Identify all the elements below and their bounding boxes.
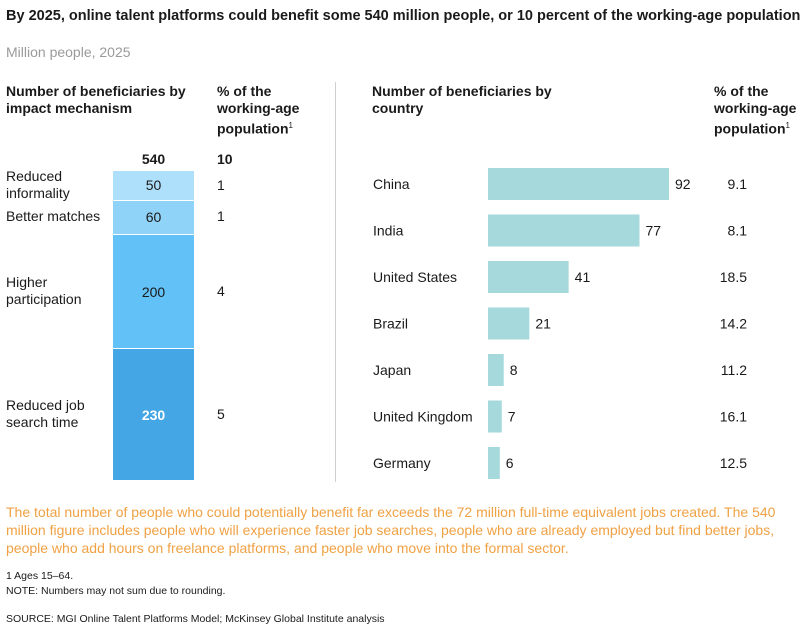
mechanism-pct: 1 <box>217 176 225 193</box>
right-header-pct: % of the working-age population1 <box>714 83 800 138</box>
mechanism-label-line1: Better matches <box>6 208 101 225</box>
mechanism-label-line1: Reduced job <box>6 397 85 414</box>
mechanism-label: Better matches <box>6 208 100 225</box>
left-header-beneficiaries: Number of beneficiaries by impact mechan… <box>6 83 186 116</box>
country-label: China <box>373 176 410 192</box>
country-label: United States <box>373 269 457 285</box>
country-bar-value: 21 <box>535 316 551 332</box>
left-footnote-marker: 1 <box>288 121 293 130</box>
country-bar-value: 6 <box>506 455 514 471</box>
mechanism-pct: 5 <box>217 405 225 422</box>
country-label: United Kingdom <box>373 409 473 425</box>
right-header-beneficiaries: Number of beneficiaries by country <box>372 83 552 116</box>
chart-title: By 2025, online talent platforms could b… <box>6 8 800 24</box>
mechanism-label: Reduced informality <box>6 168 70 202</box>
mechanism-label: Reduced job search time <box>6 397 85 431</box>
country-label: India <box>373 223 404 239</box>
mechanism-label: Higher participation <box>6 274 82 308</box>
mechanism-label-line1: Higher <box>6 274 48 291</box>
left-header-pct-line2: working-age <box>217 100 300 116</box>
country-bar-value: 41 <box>575 269 591 285</box>
stack-segment-value: 60 <box>145 209 162 226</box>
mechanism-pct: 4 <box>217 282 225 299</box>
country-pct: 12.5 <box>720 455 747 471</box>
country-bar-value: 7 <box>508 409 516 425</box>
country-label: Japan <box>373 362 411 378</box>
mechanism-label-line2: search time <box>6 414 79 431</box>
mechanism-pct: 1 <box>217 208 225 225</box>
mechanism-label-line2: informality <box>6 185 70 202</box>
source-line: SOURCE: MGI Online Talent Platforms Mode… <box>6 613 385 625</box>
mechanism-label-line1: Reduced <box>6 168 63 185</box>
country-pct: 14.2 <box>720 316 747 332</box>
mechanism-label-line2: participation <box>6 291 82 308</box>
country-bar-value: 8 <box>510 362 518 378</box>
stack-segment: 230 <box>113 348 194 480</box>
country-bar <box>488 214 640 247</box>
stack-total-value: 540 <box>141 151 166 167</box>
stack-segment: 200 <box>113 233 194 349</box>
country-bar <box>488 354 504 386</box>
country-bar <box>488 168 669 200</box>
stack-total-pct: 10 <box>217 151 233 167</box>
right-header-pct-line3: population <box>714 120 786 137</box>
stack-segment: 50 <box>113 171 194 200</box>
footnote-ages: 1 Ages 15–64. <box>6 570 74 582</box>
country-label: Germany <box>373 455 431 471</box>
right-header-pct-line2: working-age <box>714 100 797 116</box>
country-bar <box>488 261 569 293</box>
country-bar-value: 92 <box>675 176 691 192</box>
chart-subtitle: Million people, 2025 <box>6 44 131 60</box>
country-label: Brazil <box>373 316 408 332</box>
stack-segment: 60 <box>113 199 194 234</box>
panel-divider <box>335 82 336 482</box>
country-bar <box>488 447 500 479</box>
stack-segment-value: 230 <box>141 406 166 423</box>
left-header-pct-line1: % of the <box>217 83 272 99</box>
country-pct: 8.1 <box>728 223 748 239</box>
country-pct: 11.2 <box>721 362 747 378</box>
left-header-pct: % of the working-age population1 <box>217 83 327 138</box>
stack-segment-value: 50 <box>145 177 162 194</box>
footnote-rounding: NOTE: Numbers may not sum due to roundin… <box>6 585 226 597</box>
country-pct: 9.1 <box>728 176 748 192</box>
country-bar-value: 77 <box>645 223 661 239</box>
stacked-column: 50 60 200 230 <box>113 171 194 480</box>
right-header-pct-line1: % of the <box>714 83 769 99</box>
stack-segment-value: 200 <box>141 283 166 300</box>
country-bar <box>488 400 502 433</box>
right-footnote-marker: 1 <box>785 121 790 130</box>
note-text: The total number of people who could pot… <box>6 504 776 556</box>
left-header-pct-line3: population <box>217 120 289 137</box>
country-pct: 18.5 <box>720 269 747 285</box>
country-bar <box>488 307 530 340</box>
country-pct: 16.1 <box>720 409 747 425</box>
